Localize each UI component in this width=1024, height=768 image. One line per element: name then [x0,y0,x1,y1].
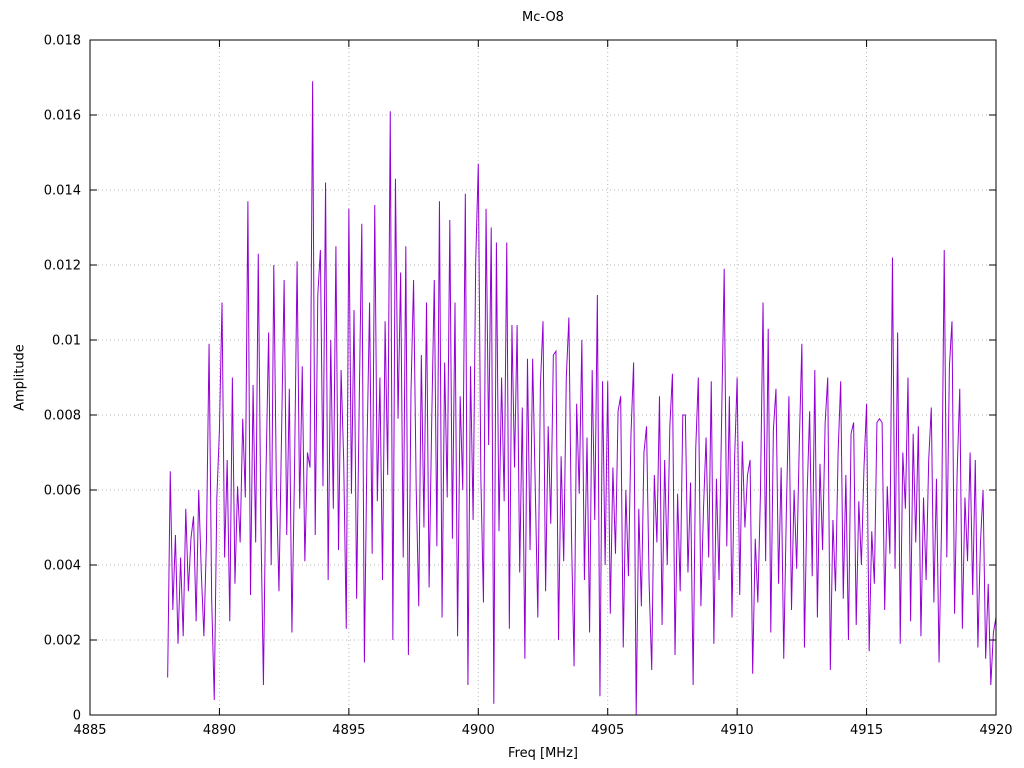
chart-title: Mc-O8 [522,10,564,25]
y-tick-label: 0.008 [44,409,81,424]
x-tick-label: 4900 [462,723,495,738]
y-tick-label: 0.012 [44,259,81,274]
data-line [167,81,997,716]
x-axis-label: Freq [MHz] [508,746,578,761]
x-tick-label: 4915 [850,723,883,738]
x-tick-label: 4890 [203,723,236,738]
y-tick-label: 0 [73,709,81,724]
x-tick-label: 4920 [979,723,1012,738]
y-tick-label: 0.018 [44,34,81,49]
plot-border [89,39,997,716]
x-tick-label: 4885 [73,723,106,738]
y-tick-label: 0.016 [44,109,81,124]
x-tick-label: 4905 [591,723,624,738]
x-tick-label: 4910 [721,723,754,738]
y-tick-label: 0.002 [44,634,81,649]
x-tick-label: 4895 [332,723,365,738]
y-tick-label: 0.01 [52,334,81,349]
y-tick-label: 0.014 [44,184,81,199]
y-tick-label: 0.006 [44,484,81,499]
y-tick-label: 0.004 [44,559,81,574]
